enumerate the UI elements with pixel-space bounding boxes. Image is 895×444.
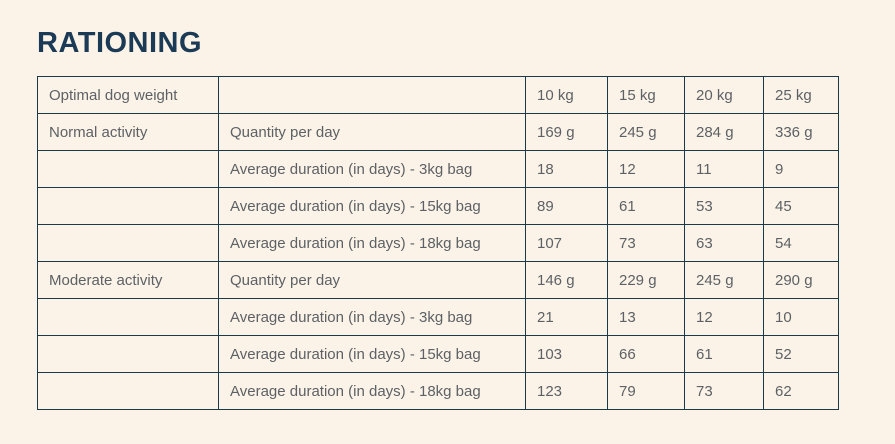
rationing-table-body: Optimal dog weight 10 kg 15 kg 20 kg 25 … xyxy=(37,76,839,410)
value-cell: 61 xyxy=(684,335,764,373)
row-label-cell: Optimal dog weight xyxy=(37,76,219,114)
value-cell: 107 xyxy=(525,224,608,262)
row-label-cell xyxy=(37,298,219,336)
value-cell: 66 xyxy=(607,335,685,373)
value-cell: 169 g xyxy=(525,113,608,151)
row-label-cell: Normal activity xyxy=(37,113,219,151)
value-cell: 63 xyxy=(684,224,764,262)
table-row: Average duration (in days) - 15kg bag 10… xyxy=(37,335,839,373)
value-cell: 21 xyxy=(525,298,608,336)
description-cell: Average duration (in days) - 15kg bag xyxy=(218,335,526,373)
value-cell: 73 xyxy=(607,224,685,262)
row-label-cell xyxy=(37,372,219,410)
rationing-table: Optimal dog weight 10 kg 15 kg 20 kg 25 … xyxy=(37,76,839,410)
value-cell: 290 g xyxy=(763,261,839,299)
value-cell: 284 g xyxy=(684,113,764,151)
value-cell: 146 g xyxy=(525,261,608,299)
row-label-cell xyxy=(37,224,219,262)
description-cell: Quantity per day xyxy=(218,261,526,299)
value-cell: 62 xyxy=(763,372,839,410)
description-cell: Average duration (in days) - 18kg bag xyxy=(218,224,526,262)
table-row: Average duration (in days) - 15kg bag 89… xyxy=(37,187,839,225)
value-cell: 245 g xyxy=(684,261,764,299)
value-cell: 9 xyxy=(763,150,839,188)
value-cell: 54 xyxy=(763,224,839,262)
page-title: RATIONING xyxy=(37,27,203,60)
description-cell: Quantity per day xyxy=(218,113,526,151)
value-cell: 45 xyxy=(763,187,839,225)
value-cell: 73 xyxy=(684,372,764,410)
description-cell: Average duration (in days) - 18kg bag xyxy=(218,372,526,410)
value-cell: 18 xyxy=(525,150,608,188)
value-cell: 13 xyxy=(607,298,685,336)
value-cell: 89 xyxy=(525,187,608,225)
table-row: Optimal dog weight 10 kg 15 kg 20 kg 25 … xyxy=(37,76,839,114)
value-cell: 10 kg xyxy=(525,76,608,114)
value-cell: 12 xyxy=(607,150,685,188)
value-cell: 123 xyxy=(525,372,608,410)
table-row: Average duration (in days) - 18kg bag 12… xyxy=(37,372,839,410)
value-cell: 103 xyxy=(525,335,608,373)
value-cell: 53 xyxy=(684,187,764,225)
value-cell: 20 kg xyxy=(684,76,764,114)
table-row: Normal activity Quantity per day 169 g 2… xyxy=(37,113,839,151)
value-cell: 12 xyxy=(684,298,764,336)
row-label-cell xyxy=(37,335,219,373)
value-cell: 10 xyxy=(763,298,839,336)
table-row: Average duration (in days) - 18kg bag 10… xyxy=(37,224,839,262)
value-cell: 245 g xyxy=(607,113,685,151)
description-cell: Average duration (in days) - 3kg bag xyxy=(218,150,526,188)
value-cell: 15 kg xyxy=(607,76,685,114)
description-cell: Average duration (in days) - 15kg bag xyxy=(218,187,526,225)
table-row: Moderate activity Quantity per day 146 g… xyxy=(37,261,839,299)
row-label-cell xyxy=(37,150,219,188)
description-cell: Average duration (in days) - 3kg bag xyxy=(218,298,526,336)
row-label-cell: Moderate activity xyxy=(37,261,219,299)
row-label-cell xyxy=(37,187,219,225)
value-cell: 11 xyxy=(684,150,764,188)
value-cell: 61 xyxy=(607,187,685,225)
value-cell: 79 xyxy=(607,372,685,410)
table-row: Average duration (in days) - 3kg bag 21 … xyxy=(37,298,839,336)
value-cell: 229 g xyxy=(607,261,685,299)
value-cell: 52 xyxy=(763,335,839,373)
table-row: Average duration (in days) - 3kg bag 18 … xyxy=(37,150,839,188)
description-cell xyxy=(218,76,526,114)
value-cell: 336 g xyxy=(763,113,839,151)
value-cell: 25 kg xyxy=(763,76,839,114)
